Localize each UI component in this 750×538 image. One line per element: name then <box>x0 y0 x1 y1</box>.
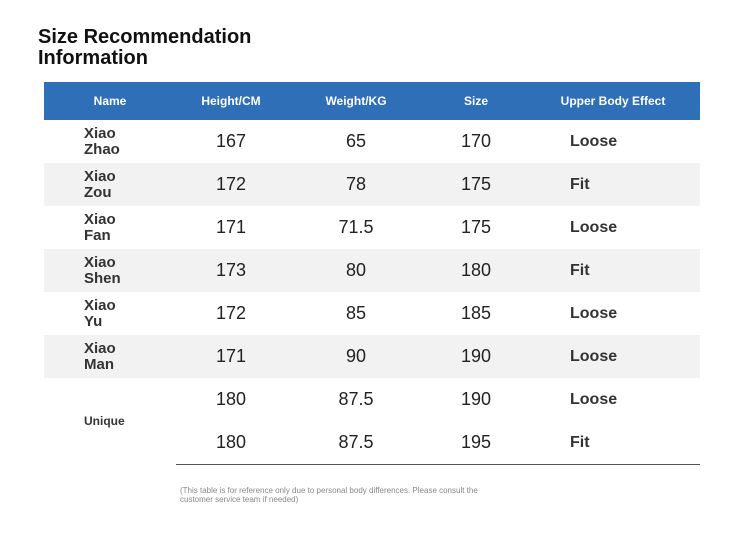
value-cell: 172 <box>215 303 247 323</box>
effect-cell: Loose <box>526 335 700 378</box>
effect-cell: Fit <box>526 249 700 292</box>
table-row: Unique 180 87.5 190 Loose <box>44 378 700 465</box>
value-cell: 170 <box>460 131 492 151</box>
value-cell: 171 <box>176 335 286 378</box>
effect-cell: Loose <box>570 304 618 322</box>
table-row: Xiao Man 171 90 190 Loose <box>44 335 700 378</box>
value-cell: 167 <box>215 131 247 151</box>
value-cell: 78 <box>286 163 426 206</box>
value-cell: 195 <box>426 421 526 465</box>
column-header: Weight/KG <box>286 82 426 120</box>
name-cell: Xiao Zhao <box>84 124 120 158</box>
name-cell: Xiao Shen <box>44 249 176 292</box>
name-cell: Xiao Zou <box>44 163 176 206</box>
table-row: Xiao Yu 172 85 185 Loose <box>44 292 700 335</box>
value-cell: 71.5 <box>338 217 374 237</box>
effect-cell: Loose <box>570 218 618 236</box>
value-cell: 190 <box>426 378 526 421</box>
footnote: (This table is for reference only due to… <box>180 486 478 504</box>
effect-cell: Loose <box>526 378 700 421</box>
value-cell: 173 <box>176 249 286 292</box>
value-cell: 180 <box>426 249 526 292</box>
effect-cell: Fit <box>526 163 700 206</box>
table-row: Xiao Shen 173 80 180 Fit <box>44 249 700 292</box>
value-cell: 90 <box>286 335 426 378</box>
column-header: Upper Body Effect <box>526 82 700 120</box>
effect-cell: Loose <box>570 132 618 150</box>
table-body: Xiao Zhao 167 65 170 Loose Xiao Zou 172 78 175 Fi… <box>44 120 700 465</box>
name-cell: Xiao Man <box>44 335 176 378</box>
table-row: Xiao Zou 172 78 175 Fit <box>44 163 700 206</box>
value-cell: 80 <box>286 249 426 292</box>
effect-cell: Fit <box>526 421 700 465</box>
value-cell: 87.5 <box>286 421 426 465</box>
value-cell: 180 <box>176 378 286 421</box>
value-cell: 180 <box>176 421 286 465</box>
value-cell: 65 <box>345 131 367 151</box>
value-cell: 185 <box>460 303 492 323</box>
value-cell: 175 <box>426 163 526 206</box>
size-table: Name Height/CM Weight/KG Size Upper Body Eff… <box>44 82 700 465</box>
column-header: Height/CM <box>176 82 286 120</box>
value-cell: 87.5 <box>286 378 426 421</box>
header-row: Name Height/CM Weight/KG Size Upper Body Eff… <box>44 82 700 120</box>
name-cell: Unique <box>44 378 176 465</box>
name-cell: Xiao Fan <box>84 210 116 244</box>
column-header: Size <box>426 82 526 120</box>
value-cell: 85 <box>345 303 367 323</box>
value-cell: 175 <box>460 217 492 237</box>
table-row: 180 87.5 195 Fit <box>44 421 700 465</box>
table-row: Xiao Zhao 167 65 170 Loose <box>44 120 700 163</box>
name-cell: Xiao Yu <box>84 296 116 330</box>
column-header: Name <box>44 82 176 120</box>
table-row: Xiao Fan 171 71.5 175 Loose <box>44 206 700 249</box>
value-cell: 171 <box>215 217 247 237</box>
value-cell: 172 <box>176 163 286 206</box>
value-cell: 190 <box>426 335 526 378</box>
title: Size Recommendation Information <box>38 26 252 69</box>
